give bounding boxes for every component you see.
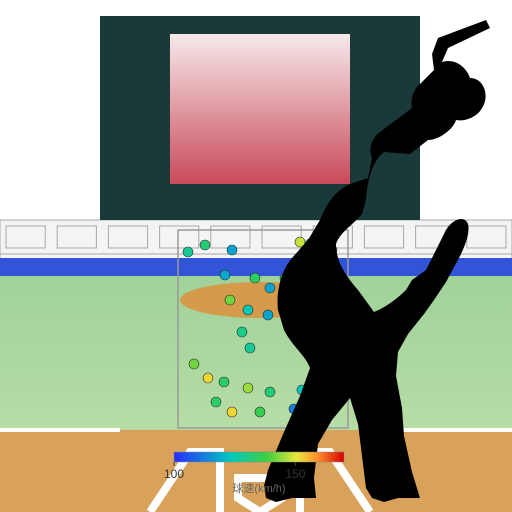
scene-svg: 100 150球速(km/h) <box>0 0 512 512</box>
pitch-marker <box>227 407 237 417</box>
pitch-marker <box>250 273 260 283</box>
pitch-marker <box>243 383 253 393</box>
pitch-marker <box>227 245 237 255</box>
legend-tick-label: 150 <box>285 467 305 481</box>
pitch-marker <box>211 397 221 407</box>
legend-tick-label: 100 <box>164 467 184 481</box>
pitch-marker <box>245 343 255 353</box>
legend-label: 球速(km/h) <box>232 481 285 495</box>
legend-bar <box>174 452 344 462</box>
pitch-marker <box>183 247 193 257</box>
pitch-marker <box>220 270 230 280</box>
pitch-marker <box>189 359 199 369</box>
pitch-marker <box>225 295 235 305</box>
scoreboard-screen <box>170 34 350 184</box>
pitch-marker <box>200 240 210 250</box>
pitch-marker <box>243 305 253 315</box>
pitch-marker <box>265 283 275 293</box>
baseball-pitch-chart: 100 150球速(km/h) <box>0 0 512 512</box>
pitch-marker <box>237 327 247 337</box>
pitch-marker <box>263 310 273 320</box>
pitch-marker <box>219 377 229 387</box>
pitch-marker <box>203 373 213 383</box>
pitch-marker <box>265 387 275 397</box>
pitch-marker <box>255 407 265 417</box>
